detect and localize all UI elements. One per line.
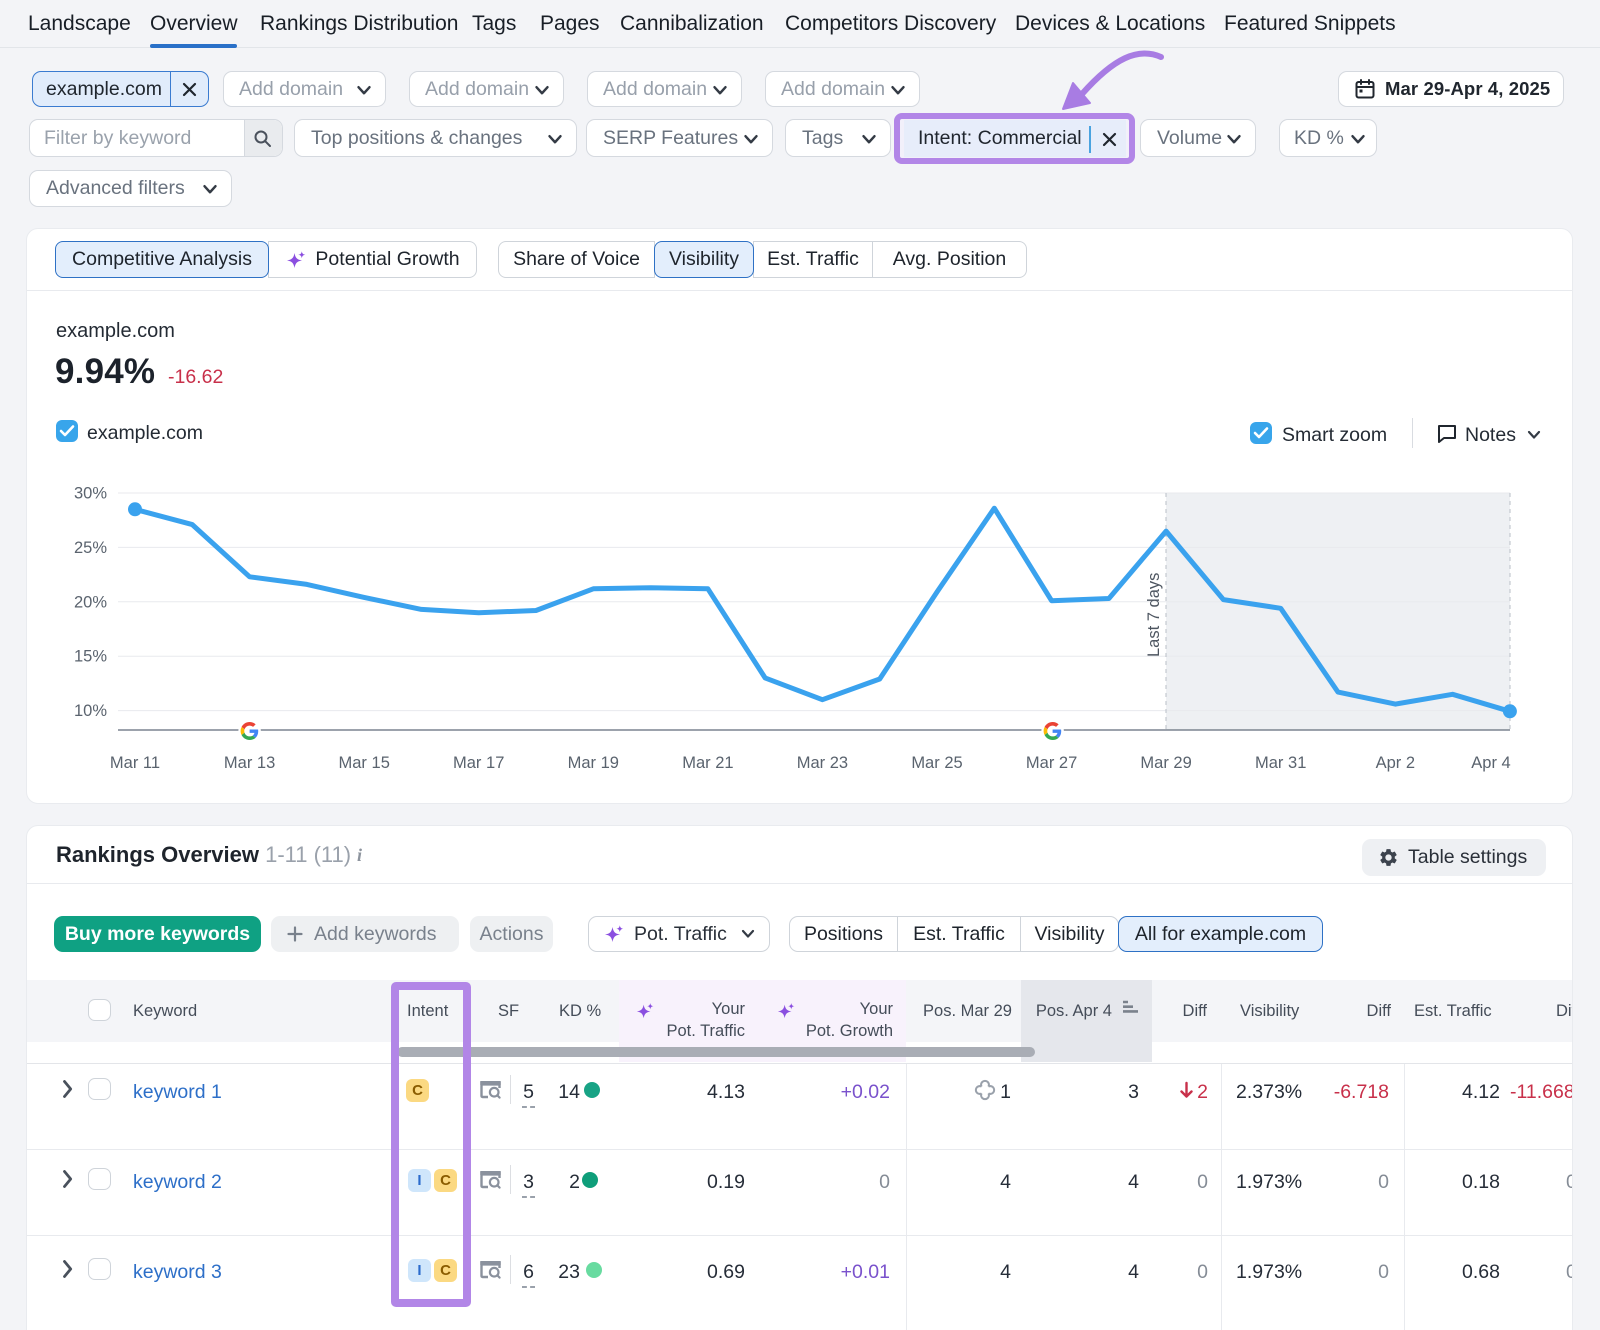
svg-text:Apr 2: Apr 2: [1376, 754, 1415, 772]
svg-text:Mar 11: Mar 11: [110, 754, 160, 772]
svg-text:Mar 21: Mar 21: [682, 754, 733, 772]
svg-text:25%: 25%: [74, 539, 107, 557]
svg-text:Mar 31: Mar 31: [1255, 754, 1306, 772]
svg-text:Mar 29: Mar 29: [1140, 754, 1191, 772]
svg-text:Mar 27: Mar 27: [1026, 754, 1077, 772]
svg-text:Mar 19: Mar 19: [568, 754, 619, 772]
svg-text:Mar 23: Mar 23: [797, 754, 848, 772]
svg-text:Mar 15: Mar 15: [339, 754, 390, 772]
svg-text:15%: 15%: [74, 648, 107, 666]
svg-text:Mar 13: Mar 13: [224, 754, 275, 772]
svg-text:30%: 30%: [74, 485, 107, 503]
svg-text:Mar 25: Mar 25: [911, 754, 962, 772]
svg-text:Last 7 days: Last 7 days: [1145, 573, 1163, 657]
svg-text:20%: 20%: [74, 593, 107, 611]
svg-text:Apr 4: Apr 4: [1471, 754, 1510, 772]
svg-text:Mar 17: Mar 17: [453, 754, 504, 772]
svg-text:10%: 10%: [74, 702, 107, 720]
